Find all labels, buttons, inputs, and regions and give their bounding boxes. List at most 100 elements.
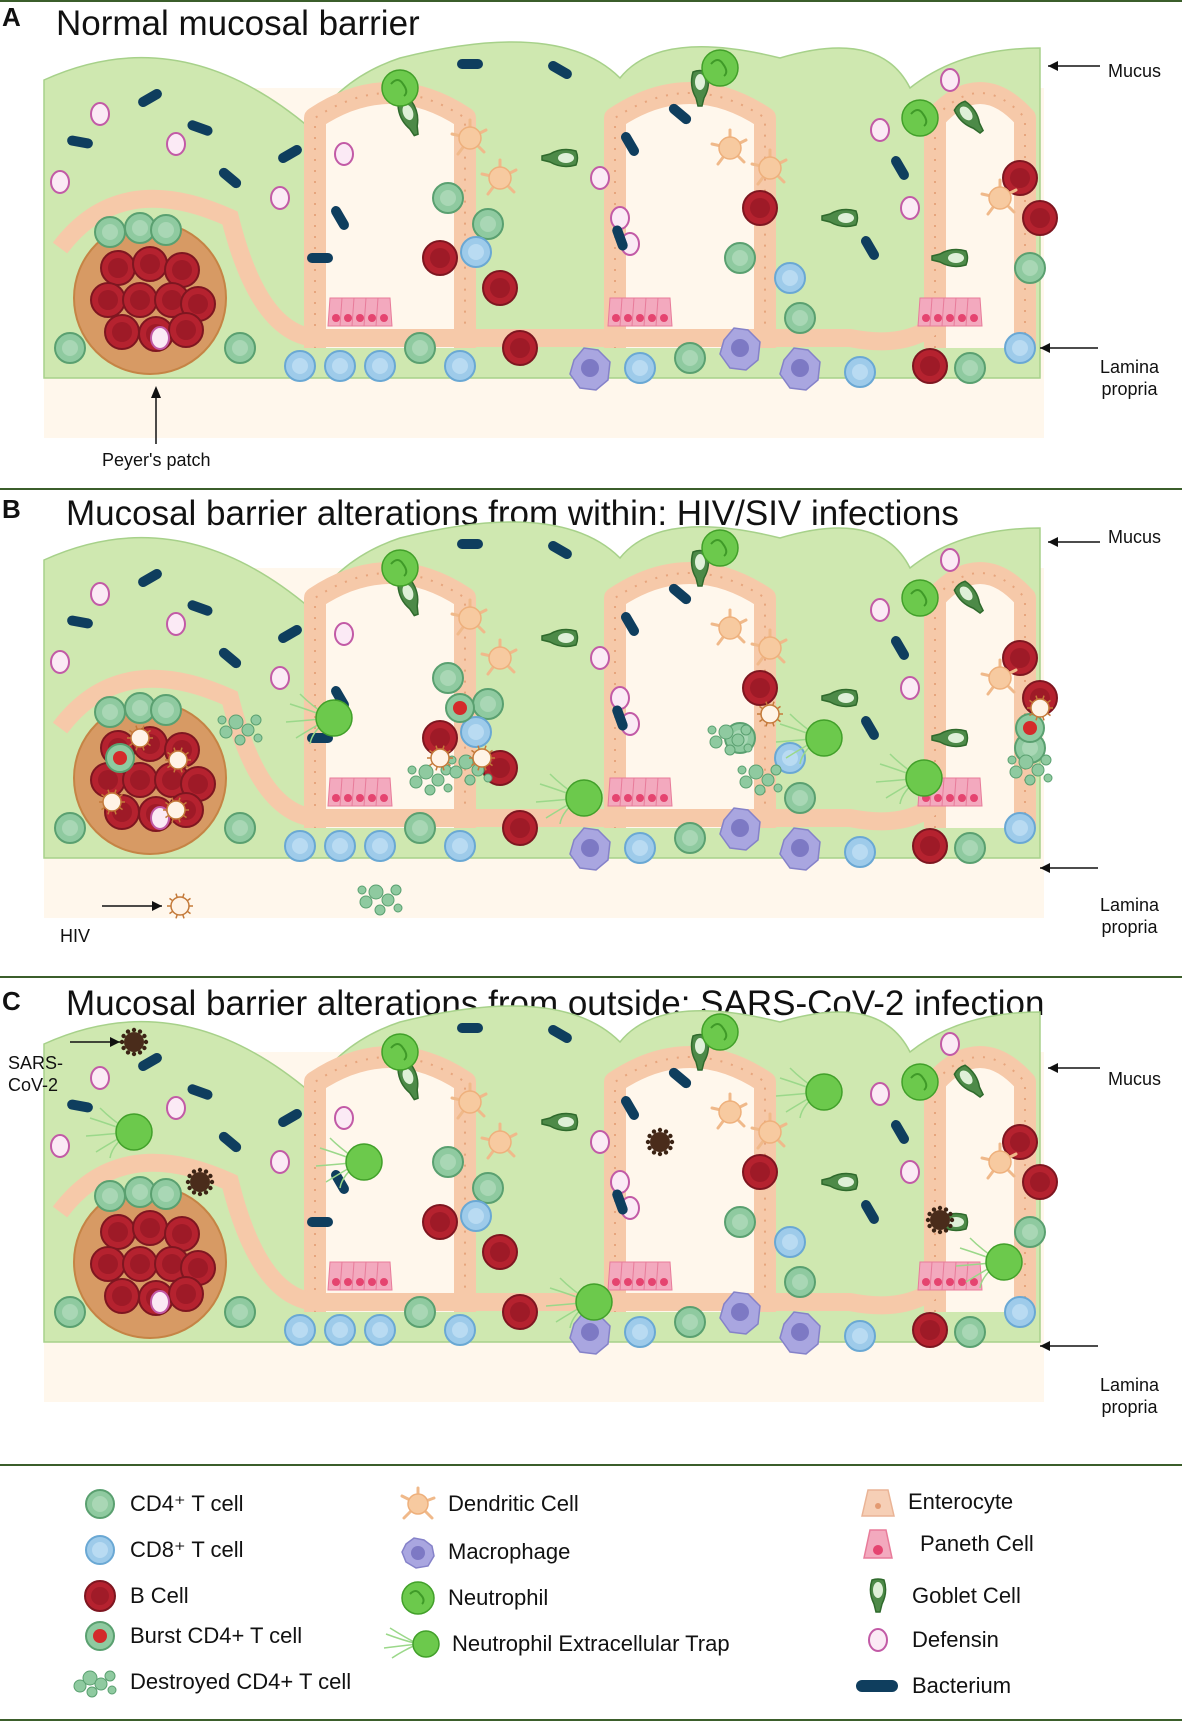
goblet-cell-icon bbox=[953, 100, 985, 135]
mucosa-layers bbox=[43, 1005, 1100, 1402]
goblet-cell-icon bbox=[821, 1172, 859, 1192]
defensin-icon bbox=[900, 676, 920, 700]
goblet-cell-icon bbox=[541, 1112, 579, 1132]
bacterium-icon bbox=[891, 156, 909, 180]
cd8-t-cell-icon bbox=[460, 1200, 492, 1232]
b-cell-icon bbox=[502, 810, 538, 846]
cd8-t-cell-icon bbox=[324, 830, 356, 862]
goblet-cell-icon bbox=[931, 248, 969, 268]
b-cell-icon bbox=[132, 1210, 168, 1246]
dendritic-cell-icon bbox=[710, 128, 748, 166]
paneth-cell-cluster bbox=[917, 1261, 983, 1291]
dendritic-cell-icon bbox=[710, 608, 748, 646]
legend-label: Macrophage bbox=[448, 1539, 571, 1564]
legend-item-neutrophil: Neutrophil bbox=[398, 1580, 548, 1616]
cd8-t-cell-icon bbox=[844, 1320, 876, 1352]
cd4-t-cell-icon bbox=[674, 822, 706, 854]
bacterium-icon bbox=[187, 600, 213, 616]
divider-b-c bbox=[0, 976, 1182, 978]
legend-label: Neutrophil bbox=[448, 1585, 549, 1610]
dendritic-cell-icon bbox=[450, 1082, 488, 1120]
bacterium-icon bbox=[67, 615, 93, 629]
b-cell-icon bbox=[164, 1216, 200, 1252]
mucosa-scene bbox=[43, 41, 1100, 444]
legend-item-goblet: Goblet Cell bbox=[858, 1578, 1021, 1614]
cd4-t-cell-icon bbox=[784, 782, 816, 814]
cd8-t-cell-icon bbox=[460, 716, 492, 748]
legend-item-cd8: CD8⁺ T cell bbox=[80, 1532, 244, 1568]
legend-label: B Cell bbox=[130, 1583, 189, 1608]
arrowhead bbox=[1040, 1341, 1050, 1351]
mucus-layer bbox=[43, 41, 1041, 379]
defensin-icon bbox=[900, 1160, 920, 1184]
b-cell-icon bbox=[168, 312, 204, 348]
b-cell-icon bbox=[742, 190, 778, 226]
cd8-t-cell-icon bbox=[1004, 1296, 1036, 1328]
legend-item-destroyed-cd4: Destroyed CD4+ T cell bbox=[70, 1664, 351, 1700]
cd8-t-cell-icon bbox=[444, 830, 476, 862]
enterocyte-nuclei bbox=[934, 572, 1026, 828]
bacterium-icon bbox=[852, 1668, 902, 1704]
bacterium-icon bbox=[278, 145, 302, 163]
lamina-propria-label: Lamina propria bbox=[1100, 357, 1160, 399]
panel-c: C Mucosal barrier alterations from outsi… bbox=[0, 976, 1182, 1464]
net-icon bbox=[775, 713, 843, 765]
bacterium-icon bbox=[331, 206, 349, 230]
defensin-icon bbox=[50, 1134, 70, 1158]
cd4-t-cell-icon bbox=[1014, 252, 1046, 284]
cd4-t-cell-icon bbox=[124, 692, 156, 724]
macrophage-icon bbox=[779, 1311, 821, 1355]
bacterium-icon bbox=[138, 569, 162, 587]
cd4-t-cell-icon bbox=[724, 242, 756, 274]
destroyed-cd4-t-cell-icon bbox=[70, 1664, 120, 1700]
neutrophil-icon bbox=[901, 579, 939, 617]
cd4-t-cell-icon bbox=[472, 1172, 504, 1204]
bottom-border bbox=[0, 1719, 1182, 1721]
legend-label: Bacterium bbox=[912, 1673, 1012, 1698]
b-cell-icon bbox=[1002, 1124, 1038, 1160]
macrophage-icon bbox=[779, 827, 821, 871]
burst-cd4-t-cell-icon bbox=[445, 693, 475, 723]
defensin-icon bbox=[900, 196, 920, 220]
enterocyte-nuclei bbox=[934, 1056, 1026, 1312]
defensin-icon bbox=[870, 1082, 890, 1106]
cd8-t-cell-icon bbox=[844, 356, 876, 388]
legend: CD4⁺ T cell CD8⁺ T cell B Cell Burst CD4… bbox=[0, 1466, 1182, 1723]
panel-letter: A bbox=[2, 2, 21, 32]
bacterium-icon bbox=[278, 625, 302, 643]
cd4-t-cell-icon bbox=[80, 1486, 120, 1522]
legend-item-bacterium: Bacterium bbox=[852, 1668, 1011, 1704]
enterocyte-nuclei bbox=[314, 1056, 466, 1312]
macrophage-icon bbox=[569, 347, 611, 391]
net-icon bbox=[535, 773, 603, 825]
defensin-icon bbox=[270, 1150, 290, 1174]
cd8-t-cell-icon bbox=[284, 350, 316, 382]
dendritic-cell-icon bbox=[450, 598, 488, 636]
net-icon bbox=[775, 1067, 843, 1119]
cd4-t-cell-icon bbox=[54, 332, 86, 364]
enterocyte-nuclei bbox=[934, 92, 1026, 348]
destroyed-cd4-t-cell-icon bbox=[217, 714, 263, 746]
cd4-t-cell-icon bbox=[404, 1296, 436, 1328]
macrophage-icon bbox=[569, 1311, 611, 1355]
defensin-icon bbox=[590, 646, 610, 670]
defensin-icon bbox=[90, 1066, 110, 1090]
b-cell-icon bbox=[100, 1214, 136, 1250]
cd4-t-cell-icon bbox=[674, 1306, 706, 1338]
goblet-cell-icon bbox=[953, 580, 985, 615]
net-icon bbox=[545, 1277, 613, 1329]
b-cell-icon bbox=[482, 1234, 518, 1270]
mucosa-scene bbox=[43, 521, 1100, 919]
bacterium-icon bbox=[218, 167, 242, 189]
legend-item-macrophage: Macrophage bbox=[398, 1534, 570, 1570]
bacterium-icon bbox=[612, 225, 628, 251]
cd4-t-cell-icon bbox=[94, 1180, 126, 1212]
bacterium-icon bbox=[218, 647, 242, 669]
b-cell-icon bbox=[154, 1246, 190, 1282]
defensin-icon bbox=[150, 326, 170, 350]
sars-cov-2-icon bbox=[925, 1205, 955, 1235]
b-cell-icon bbox=[168, 1276, 204, 1312]
destroyed-cd4-t-cell-icon bbox=[1007, 754, 1053, 786]
cd8-t-cell-icon bbox=[624, 832, 656, 864]
mucus-label: Mucus bbox=[1108, 527, 1162, 547]
